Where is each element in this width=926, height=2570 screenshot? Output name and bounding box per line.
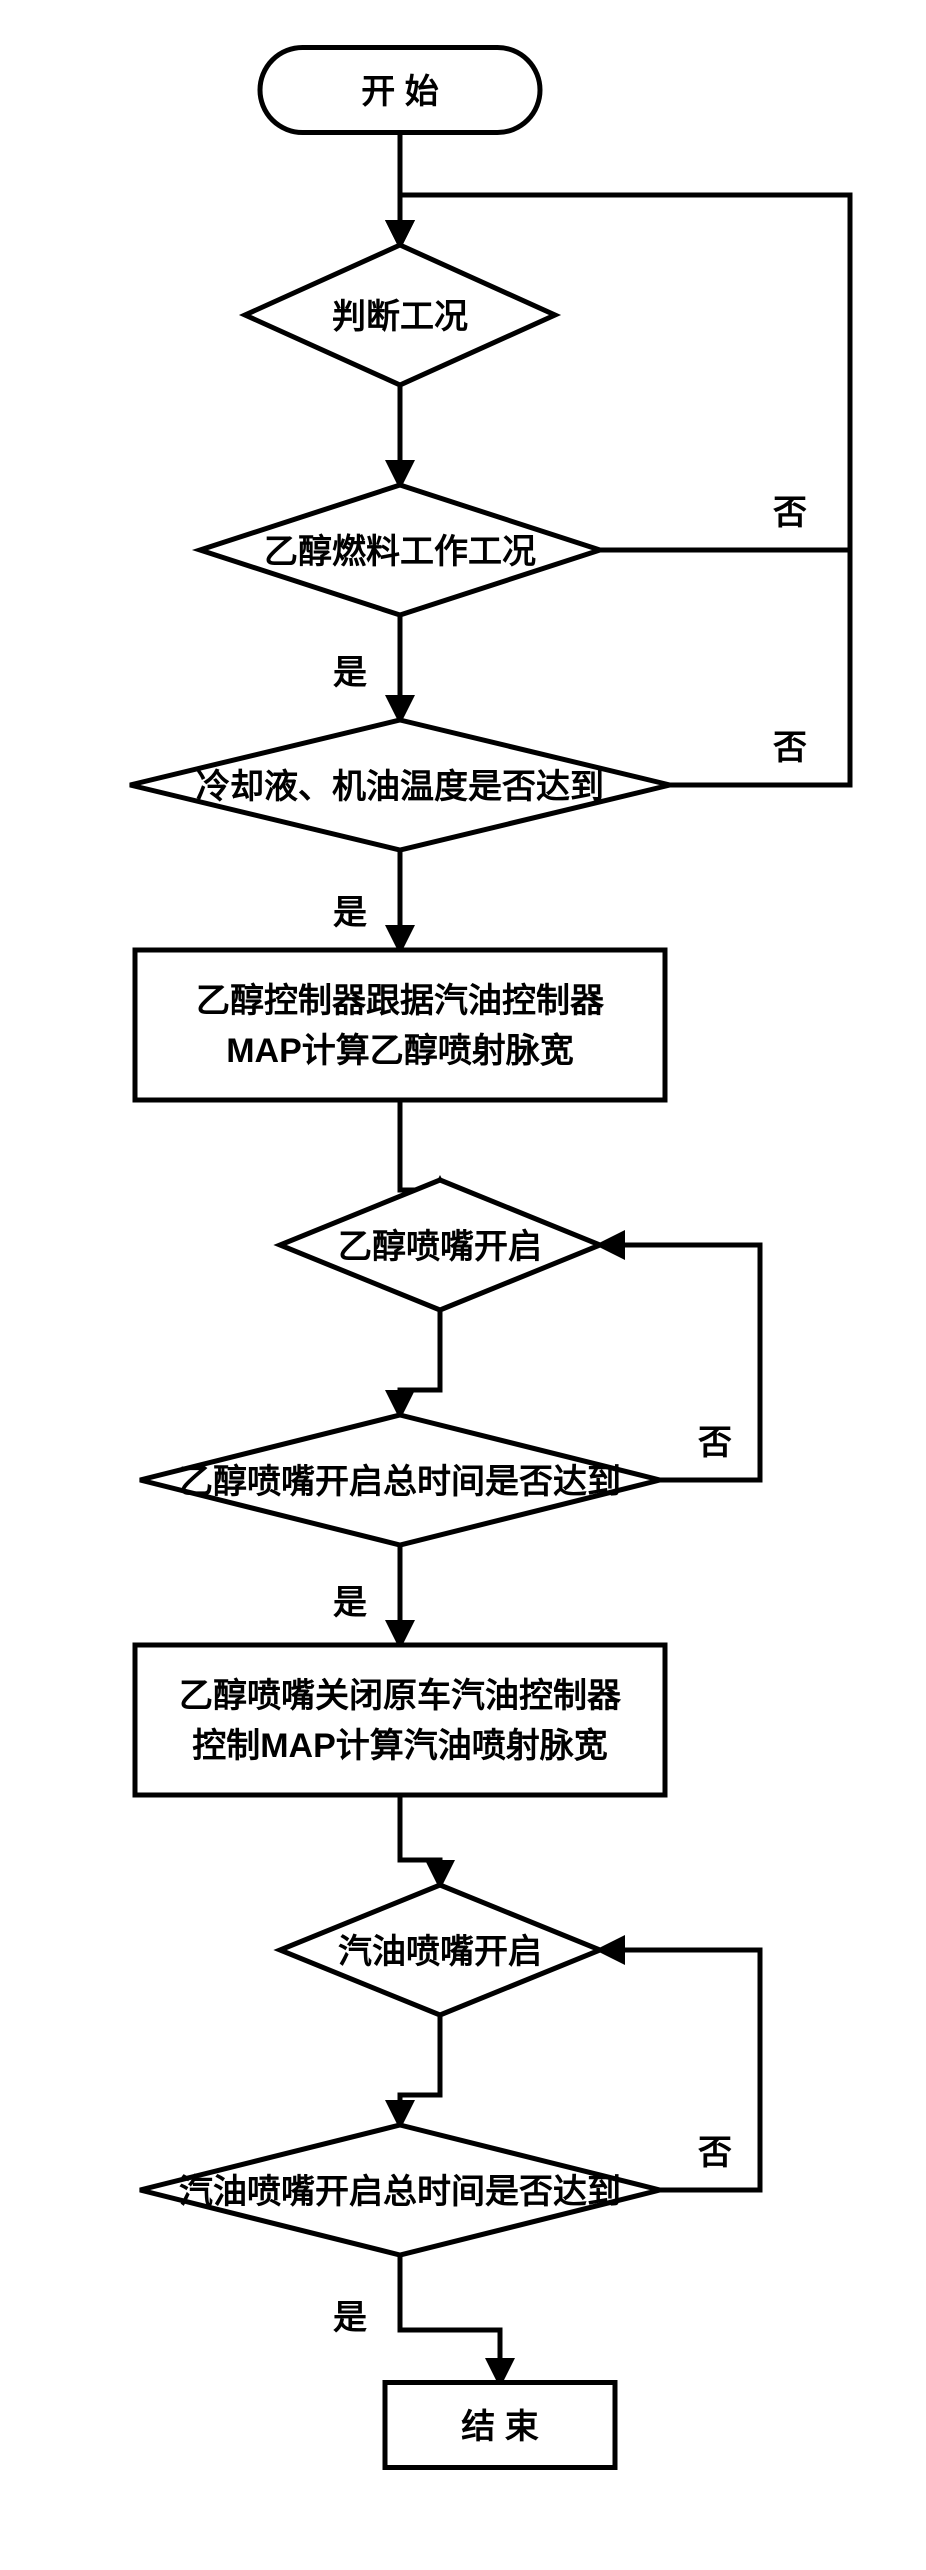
edge-label: 是: [333, 894, 367, 932]
edge-d_time2-d_open2: [600, 1950, 760, 2190]
edge-label: 是: [333, 1584, 367, 1622]
edge-d_time1-d_open1: [600, 1245, 760, 1480]
edge-d_time2-end: [400, 2255, 500, 2383]
edge-label: 否: [773, 729, 807, 767]
node-text: 冷却液、机油温度是否达到: [196, 768, 604, 806]
node-text: 汽油喷嘴开启总时间是否达到: [179, 2173, 621, 2211]
node-d_open2: 汽油喷嘴开启: [280, 1885, 600, 2015]
node-d_cond: 判断工况: [245, 245, 555, 385]
node-text: MAP计算乙醇喷射脉宽: [226, 1031, 574, 1070]
node-text: 乙醇喷嘴关闭原车汽油控制器: [179, 1677, 622, 1715]
node-d_time2: 汽油喷嘴开启总时间是否达到: [140, 2125, 660, 2255]
node-text: 判断工况: [332, 298, 468, 336]
edge-d_open1-d_time1: [400, 1310, 440, 1415]
flowchart: 是是是是否否否否开 始判断工况乙醇燃料工作工况冷却液、机油温度是否达到乙醇控制器…: [20, 20, 906, 2550]
node-end: 结 束: [385, 2383, 615, 2468]
node-d_eth: 乙醇燃料工作工况: [200, 485, 600, 615]
node-text: 乙醇控制器跟据汽油控制器: [196, 982, 605, 1020]
node-text: 开 始: [361, 73, 438, 111]
node-text: 乙醇燃料工作工况: [264, 533, 536, 571]
node-d_temp: 冷却液、机油温度是否达到: [130, 720, 670, 850]
node-start: 开 始: [260, 48, 540, 133]
edge-d_open2-d_time2: [400, 2015, 440, 2125]
edge-label: 是: [333, 2299, 367, 2337]
node-text: 控制MAP计算汽油喷射脉宽: [192, 1726, 608, 1765]
node-text: 乙醇喷嘴开启: [338, 1228, 542, 1266]
node-d_open1: 乙醇喷嘴开启: [280, 1180, 600, 1310]
edge-p_map2-d_open2: [400, 1795, 440, 1885]
node-p_map2: 乙醇喷嘴关闭原车汽油控制器控制MAP计算汽油喷射脉宽: [135, 1645, 665, 1795]
node-text: 汽油喷嘴开启: [338, 1933, 542, 1971]
edge-label: 否: [698, 2134, 732, 2172]
node-text: 乙醇喷嘴开启总时间是否达到: [179, 1463, 621, 1501]
edge-label: 否: [698, 1424, 732, 1462]
node-text: 结 束: [461, 2408, 538, 2446]
edge-label: 是: [333, 654, 367, 692]
node-d_time1: 乙醇喷嘴开启总时间是否达到: [140, 1415, 660, 1545]
edge-label: 否: [773, 494, 807, 532]
node-p_map1: 乙醇控制器跟据汽油控制器 MAP计算乙醇喷射脉宽: [135, 950, 665, 1100]
edge-p_map1-d_open1: [400, 1100, 440, 1190]
